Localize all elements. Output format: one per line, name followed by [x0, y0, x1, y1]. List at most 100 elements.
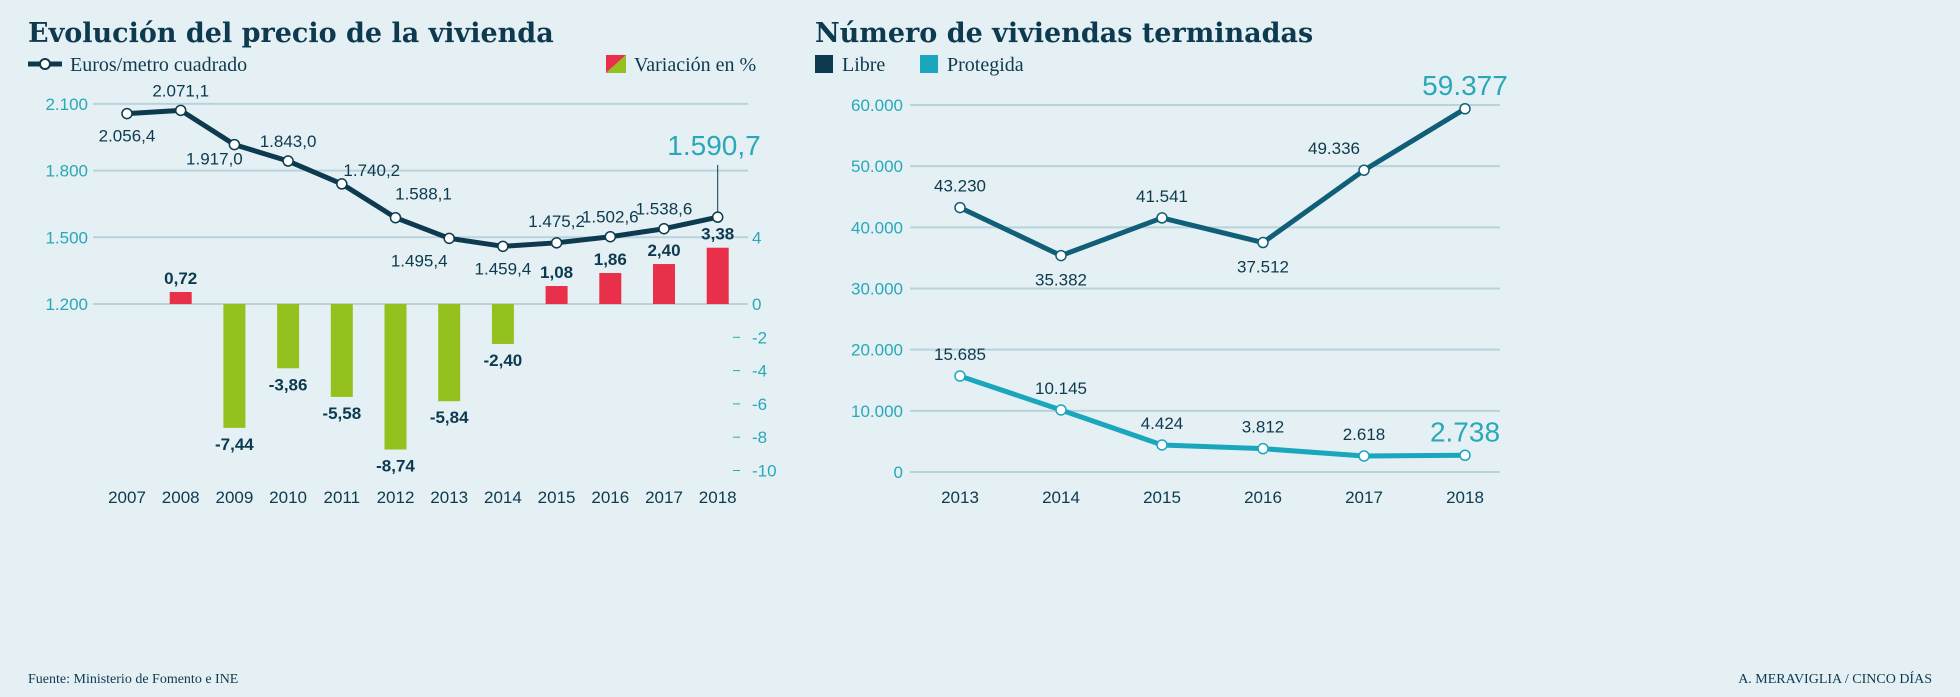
price-data-label: 1.740,2 [343, 161, 400, 180]
bar [545, 286, 568, 304]
bar [384, 304, 407, 450]
x-tick-label: 2016 [1244, 488, 1282, 507]
legend-swatch-negative [606, 55, 626, 73]
legend-protegida: Protegida [920, 54, 1024, 76]
highlight-data-label: 2.738 [1430, 416, 1500, 447]
legend-label-variation: Variación en % [634, 54, 756, 76]
bar [277, 304, 300, 369]
price-data-label: 1.459,4 [475, 259, 532, 278]
data-point [1358, 450, 1370, 462]
data-point [1459, 449, 1471, 462]
y-tick-label: 10.000 [851, 402, 903, 421]
x-tick-label: 2011 [324, 488, 361, 507]
bar [653, 264, 675, 304]
x-tick-label: 2015 [538, 488, 576, 507]
legend-swatch-libre [815, 55, 833, 73]
x-tick-label: 2014 [484, 488, 522, 507]
series-line-libre [958, 106, 1467, 259]
y-right-tick-label: -6 [752, 395, 767, 414]
price-data-label: 1.538,6 [636, 200, 693, 219]
data-point [1459, 103, 1471, 115]
right-chart-title: Número de viviendas terminadas [815, 18, 1313, 49]
left-chart-title: Evolución del precio de la vivienda [28, 18, 554, 49]
y-tick-label: 50.000 [851, 157, 903, 176]
y-right-tick-label: 4 [752, 228, 761, 247]
data-label: 4.424 [1141, 414, 1184, 433]
y-tick-label: 20.000 [851, 341, 903, 360]
legend-label-libre: Libre [842, 54, 885, 76]
bar-data-label: 3,38 [701, 225, 734, 244]
bar [706, 247, 729, 304]
price-data-label: 1.917,0 [186, 150, 243, 169]
x-tick-label: 2013 [941, 488, 979, 507]
data-label: 49.336 [1308, 139, 1360, 158]
x-tick-label: 2018 [699, 488, 737, 507]
y-right-tick-label: -2 [752, 328, 767, 347]
price-data-label: 1.475,2 [528, 212, 585, 231]
y-left-tick-label: 1.800 [45, 162, 88, 181]
data-label: 15.685 [934, 345, 986, 364]
data-label: 35.382 [1035, 271, 1087, 290]
price-data-label: 1.502,6 [582, 208, 639, 227]
price-point [443, 232, 455, 245]
bar [438, 304, 461, 402]
y-left-tick-label: 1.200 [45, 295, 88, 314]
y-right-tick-label: -8 [752, 428, 767, 447]
x-tick-label: 2015 [1143, 488, 1181, 507]
price-point [121, 107, 133, 120]
price-data-label: 1.588,1 [395, 185, 452, 204]
x-tick-label: 2010 [269, 488, 307, 507]
y-right-tick-label: -10 [752, 462, 777, 481]
data-label: 10.145 [1035, 379, 1087, 398]
price-data-label: 1.495,4 [391, 251, 448, 270]
bar-data-label: 1,08 [540, 263, 573, 282]
price-point [658, 222, 670, 235]
price-highlight-label: 1.590,7 [667, 130, 760, 161]
price-data-label: 2.071,1 [152, 81, 209, 100]
right-chart: 60.000 50.000 40.000 30.000 20.000 10.000 0 201… [851, 70, 1508, 507]
y-right-tick-label: -4 [752, 362, 767, 381]
bar [169, 292, 192, 304]
y-left-tick-label: 1.500 [45, 228, 88, 247]
y-right-tick-label: 0 [752, 295, 761, 314]
x-tick-label: 2017 [645, 488, 683, 507]
data-point [1055, 249, 1067, 262]
left-chart: 2.100 1.800 1.500 1.200 4 0 -2 -4 -6 -8 -10 2007 200… [45, 81, 776, 507]
bar-data-label: -2,40 [484, 351, 523, 370]
bar-data-label: -8,74 [376, 457, 415, 476]
legend-swatch-protegida [920, 55, 938, 73]
price-point [550, 237, 563, 249]
x-tick-label: 2017 [1345, 488, 1383, 507]
price-point [604, 230, 617, 243]
price-point [711, 211, 724, 223]
data-point [1055, 404, 1067, 416]
y-tick-label: 40.000 [851, 218, 903, 237]
x-tick-label: 2012 [377, 488, 415, 507]
bar-data-label: 0,72 [164, 269, 197, 288]
y-tick-label: 30.000 [851, 280, 903, 299]
x-tick-label: 2014 [1042, 488, 1080, 507]
x-tick-label: 2018 [1446, 488, 1484, 507]
data-label: 41.541 [1136, 187, 1188, 206]
bar [223, 304, 246, 428]
x-tick-label: 2009 [215, 488, 253, 507]
bar [491, 304, 514, 344]
data-point [1156, 212, 1168, 224]
bar [599, 273, 622, 304]
legend-price: Euros/metro cuadrado [28, 54, 247, 76]
bar-data-label: -5,58 [322, 404, 361, 423]
price-point [282, 155, 294, 167]
y-left-tick-label: 2.100 [45, 95, 88, 114]
price-point [336, 178, 348, 190]
highlight-data-label: 59.377 [1422, 70, 1508, 101]
price-point [389, 211, 402, 224]
credit: A. MERAVIGLIA / CINCO DÍAS [1738, 670, 1932, 687]
legend-label-price: Euros/metro cuadrado [70, 54, 247, 76]
data-point [1358, 164, 1370, 176]
price-point [497, 240, 509, 253]
bar-data-label: -3,86 [269, 375, 308, 394]
data-point [1257, 442, 1269, 455]
x-tick-label: 2008 [162, 488, 200, 507]
